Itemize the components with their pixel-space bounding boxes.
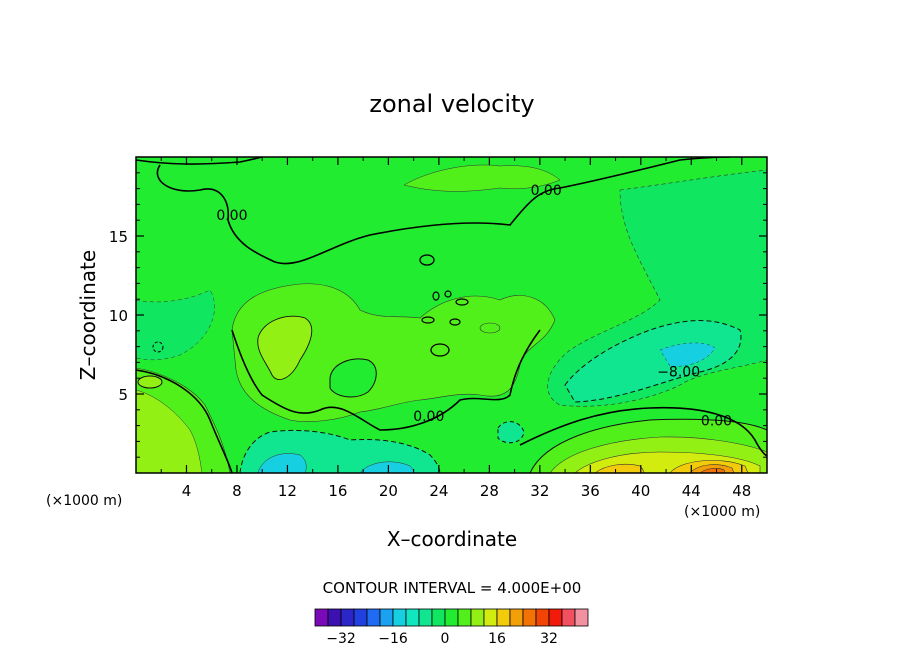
region-negative-small bbox=[497, 421, 525, 444]
x-tick-label: 32 bbox=[530, 482, 549, 500]
contour-field bbox=[136, 157, 767, 473]
region-negative-right-core bbox=[659, 342, 716, 367]
zero-contour-lower bbox=[136, 329, 541, 473]
x-tick-label: 4 bbox=[182, 482, 192, 500]
region-positive-top bbox=[403, 164, 561, 192]
colorbar-swatch bbox=[496, 608, 511, 627]
y-tick-label: 15 bbox=[109, 228, 128, 246]
x-tick-label: 44 bbox=[682, 482, 701, 500]
colorbar-swatch bbox=[522, 608, 537, 627]
colorbar-swatch bbox=[418, 608, 433, 627]
colorbar-swatch bbox=[340, 608, 355, 627]
blob-d bbox=[455, 298, 469, 306]
region-jet-7 bbox=[699, 468, 726, 473]
y-axis-ticks: 5 10 15 bbox=[109, 172, 767, 458]
contour-interval: CONTOUR INTERVAL = 4.000E+00 bbox=[323, 579, 582, 597]
colorbar-swatch bbox=[444, 608, 459, 627]
x-tick-label: 20 bbox=[379, 482, 398, 500]
colorbar-swatch bbox=[353, 608, 368, 627]
colorbar-swatch bbox=[366, 608, 381, 627]
blob-b bbox=[432, 291, 440, 301]
region-positive-center bbox=[231, 283, 556, 422]
contour-label: 0.00 bbox=[701, 414, 732, 430]
zero-contour-main bbox=[136, 157, 731, 265]
colorbar-swatch bbox=[561, 608, 576, 627]
chart-title: zonal velocity bbox=[369, 90, 534, 118]
zero-contour-right bbox=[519, 406, 767, 457]
region-positive-left-dot bbox=[137, 375, 163, 389]
y-axis-label: Z–coordinate bbox=[76, 250, 100, 380]
blob-g bbox=[430, 343, 450, 357]
x-tick-label: 40 bbox=[631, 482, 650, 500]
y-tick-label: 5 bbox=[118, 386, 128, 404]
x-tick-label: 48 bbox=[732, 482, 751, 500]
x-unit-label: (×1000 m) bbox=[684, 504, 760, 520]
y-tick-label: 10 bbox=[109, 307, 128, 325]
blob-c bbox=[444, 290, 452, 298]
colorbar-tick-label: 16 bbox=[488, 631, 506, 647]
colorbar-swatch bbox=[431, 608, 446, 627]
colorbar-swatch bbox=[314, 608, 329, 627]
colorbar-tick-label: 0 bbox=[441, 631, 450, 647]
z-unit-label: (×1000 m) bbox=[46, 493, 122, 509]
x-tick-label: 28 bbox=[480, 482, 499, 500]
colorbar-swatch bbox=[457, 608, 472, 627]
colorbar bbox=[314, 608, 589, 627]
colorbar-tick-label: −16 bbox=[378, 631, 408, 647]
x-tick-label: 36 bbox=[581, 482, 600, 500]
colorbar-swatch bbox=[483, 608, 498, 627]
colorbar-tick-label: −32 bbox=[326, 631, 356, 647]
colorbar-swatch bbox=[548, 608, 563, 627]
x-axis-label: X–coordinate bbox=[387, 527, 517, 551]
region-strong-positive-a bbox=[257, 315, 313, 380]
colorbar-swatch bbox=[470, 608, 485, 627]
colorbar-swatch bbox=[535, 608, 550, 627]
contour-label: −8.00 bbox=[657, 365, 700, 381]
blob-f bbox=[449, 318, 461, 326]
colorbar-swatch bbox=[574, 608, 589, 627]
colorbar-swatch bbox=[327, 608, 342, 627]
x-tick-label: 12 bbox=[278, 482, 297, 500]
region-negative-bottom-core-a bbox=[257, 453, 307, 473]
contour-label: 0.00 bbox=[531, 183, 562, 199]
x-axis-ticks: 4 8 12 16 20 24 28 32 36 40 44 48 bbox=[160, 157, 751, 500]
x-tick-label: 24 bbox=[429, 482, 448, 500]
colorbar-swatch bbox=[392, 608, 407, 627]
region-positive-left-inner bbox=[136, 389, 203, 473]
colorbar-swatch bbox=[509, 608, 524, 627]
contour-labels: 0.00 0.00 −8.00 0.00 0.00 bbox=[216, 183, 732, 430]
blob-a bbox=[419, 254, 435, 266]
contour-label: 0.00 bbox=[413, 409, 444, 425]
colorbar-swatch bbox=[379, 608, 394, 627]
colorbar-tick-label: 32 bbox=[540, 631, 558, 647]
blob-i bbox=[479, 322, 501, 334]
x-tick-label: 8 bbox=[232, 482, 242, 500]
contour-label: 0.00 bbox=[216, 208, 247, 224]
blob-e bbox=[421, 316, 435, 324]
colorbar-labels: −32 −16 0 16 32 bbox=[326, 631, 558, 647]
region-positive-blob-b bbox=[329, 358, 377, 398]
colorbar-swatch bbox=[405, 608, 420, 627]
blob-h bbox=[152, 341, 164, 353]
region-negative-right-inner bbox=[564, 320, 742, 403]
x-tick-label: 16 bbox=[328, 482, 347, 500]
